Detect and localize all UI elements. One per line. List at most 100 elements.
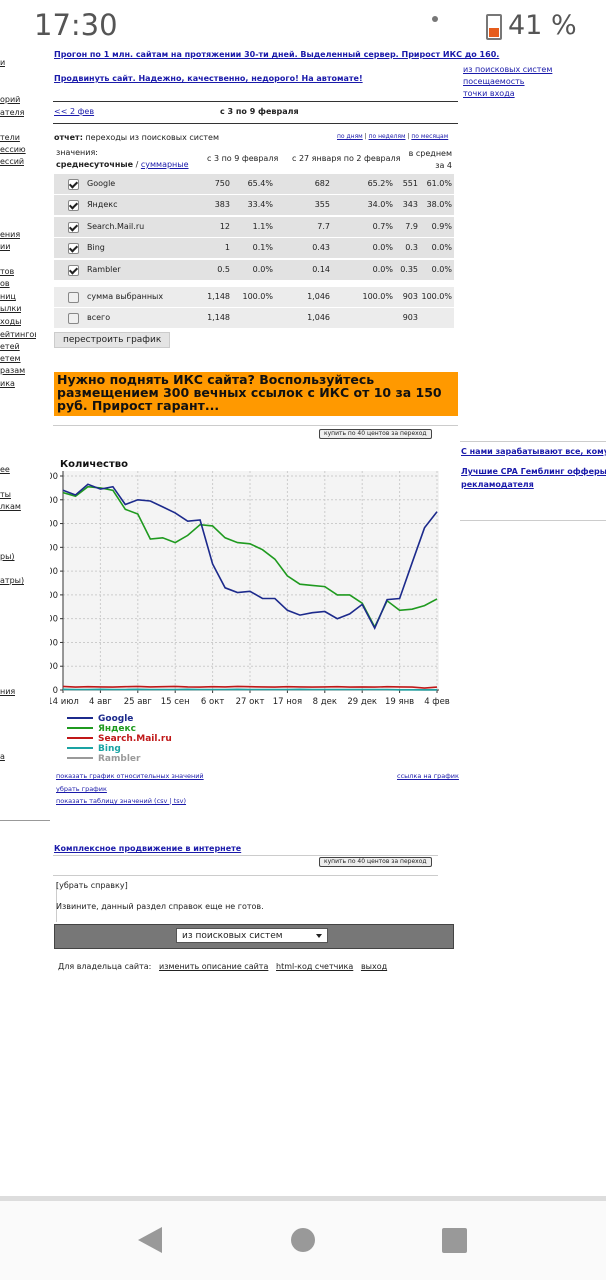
right-link[interactable]: из поисковых систем [463,65,553,74]
cell: 0.14 [312,265,330,274]
series-line [62,688,437,691]
series-line [62,483,438,631]
x-tick-label: 15 сен [161,697,190,707]
y-tick-label: 0 [53,686,58,696]
promo-link[interactable]: Комплексное продвижение в интернете [54,844,242,853]
back[interactable] [138,1227,162,1253]
cell: 0.43 [312,243,330,252]
row-name: Rambler [87,265,121,274]
values-label: значения: [56,148,98,157]
top-link[interactable]: Прогон по 1 млн. сайтам на протяжении 30… [54,50,500,59]
legend-label: Google [98,714,133,724]
row-name: Bing [87,243,105,252]
sidebar-item: ессию [0,145,26,154]
right-ad[interactable]: Лучшие CPA Гемблинг офферы от пр [461,467,606,476]
cell: 33.4% [247,200,273,209]
table-row [54,308,454,328]
cell: 383 [214,200,230,209]
check [68,243,79,253]
cell: 100.0% [362,292,393,301]
cell: 551 [402,179,418,188]
recents[interactable] [442,1228,467,1253]
scroll-edge [0,1196,606,1201]
table-row [54,260,454,280]
row-name: сумма выбранных [87,292,164,301]
x-tick-label: 4 фев [424,697,450,707]
x-tick-label: 14 июл [50,697,79,707]
sidebar-item: орий [0,95,21,104]
sidebar-item: лкам [0,502,21,511]
cell: 1,148 [207,292,230,301]
cell: 0.7% [372,222,393,231]
cell: 0.9% [431,222,452,231]
footer-link[interactable]: html-код счетчика [276,962,354,971]
banner[interactable]: Нужно поднять ИКС сайта? Воспользуйтесь … [54,372,458,416]
x-tick-label: 6 окт [201,697,224,707]
legend-label: Bing [98,744,121,754]
sidebar-item: ылки [0,304,22,313]
rebuild-button[interactable]: перестроить график [54,332,171,348]
footer-label: Для владельца сайта: [58,962,152,971]
row-name: Google [87,179,116,188]
x-tick-label: 4 авг [89,697,112,707]
chart-link[interactable]: убрать график [56,785,107,793]
cell: 0.3 [405,243,418,252]
footer-link[interactable]: изменить описание сайта [159,962,269,971]
battery: 41 % [508,10,577,41]
table-row [54,287,454,307]
checkbox [68,179,79,190]
sidebar-item: тели [0,133,20,142]
cell: 682 [314,179,330,188]
nav-bar [0,1201,606,1280]
home[interactable] [291,1228,315,1252]
sidebar-item: ения [0,230,21,239]
right-link[interactable]: точки входа [463,89,515,98]
cell: 343 [402,200,418,209]
cell: 1 [224,243,230,252]
mode[interactable]: суммарные [140,160,189,169]
x-tick-label: 17 ноя [273,697,302,707]
right-ad[interactable]: С нами зарабатывают все, кому не [461,447,606,456]
footer-link[interactable]: выход [360,962,388,971]
buy-button[interactable]: купить по 40 центов за переход [319,429,432,439]
chart-title: Количество [60,459,128,470]
cell: 0.35 [400,265,418,274]
x-tick-label: 19 янв [385,697,414,707]
sidebar-item: тов [0,267,15,276]
cell: 1,148 [207,313,230,322]
col-header: с 3 по 9 февраля [207,154,279,163]
select-text: из поисковых систем [182,931,283,941]
sidebar-item: ры) [0,552,15,561]
checkbox [68,292,79,303]
cell: 65.2% [367,179,393,188]
sidebar-item: разам [0,366,26,375]
y-tick-label: 100 [50,662,58,672]
buy-button[interactable]: купить по 40 центов за переход [319,857,432,867]
chart: Количество 14 июл 4 авг 25 авг 15 сен 6 окт 27… [50,459,450,764]
cell: 750 [214,179,230,188]
right-link[interactable]: посещаемость [463,77,525,86]
period-link[interactable]: по дням [337,133,363,140]
chart-link[interactable]: ссылка на график [397,772,459,780]
period-link[interactable]: по неделям [368,133,406,140]
chart-link[interactable]: показать график относительных значений [56,772,204,780]
cell: 61.0% [426,179,452,188]
y-tick-label: 900 [50,472,58,482]
select[interactable]: из поисковых систем [176,928,328,943]
cell: 12 [219,222,230,231]
prev-link[interactable]: << 2 фев [54,107,95,116]
cell: 65.4% [247,179,273,188]
y-tick-label: 400 [50,591,58,601]
cell: 100.0% [242,292,273,301]
mode-sep: / [135,160,139,169]
mode[interactable]: среднесуточные [56,160,134,169]
right-ad[interactable]: рекламодателя [461,480,534,489]
hide-help[interactable]: [убрать справку] [56,881,128,890]
cell: 0.0% [431,243,452,252]
y-tick-label: 200 [50,638,58,648]
time: 17:30 [34,8,118,42]
x-tick-label: 27 окт [236,697,265,707]
period-link[interactable]: по месяцам [411,133,449,140]
top-link[interactable]: Продвинуть сайт. Надежно, качественно, н… [54,74,363,83]
chart-link[interactable]: показать таблицу значений (csv | tsv) [56,797,187,805]
